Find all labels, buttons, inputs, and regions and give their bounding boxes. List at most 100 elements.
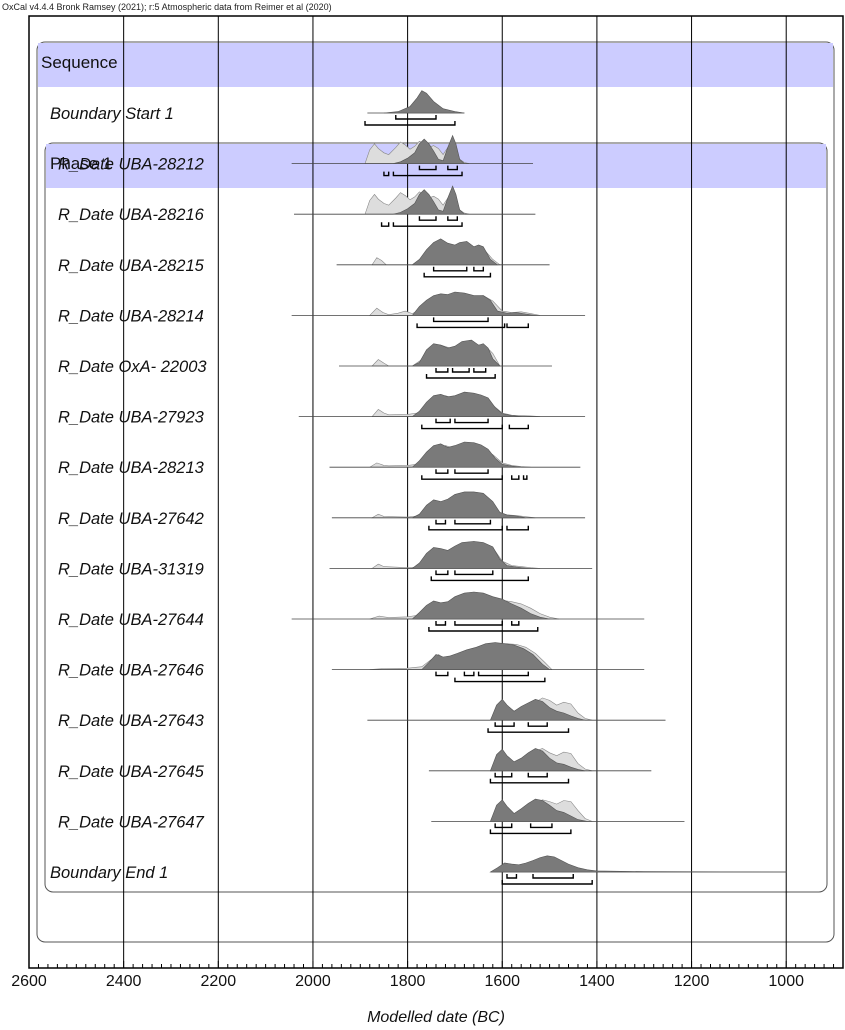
sequence-box	[36, 41, 835, 943]
range-95-bracket	[506, 525, 529, 531]
range-95-bracket	[416, 323, 506, 329]
posterior-distribution	[383, 90, 465, 114]
phase-label: Phase 1	[50, 154, 112, 173]
posterior-distribution	[393, 134, 466, 164]
range-95-bracket	[425, 374, 496, 379]
row-10	[291, 591, 645, 632]
range-68-bracket	[418, 165, 437, 171]
range-68-bracket	[532, 874, 574, 879]
row-label: R_Date OxA- 22003	[58, 358, 207, 376]
posterior-distribution	[411, 291, 536, 316]
range-68-bracket	[395, 115, 437, 120]
row-7	[329, 441, 581, 480]
range-68-bracket	[454, 519, 492, 525]
range-68-bracket	[447, 216, 458, 221]
row-label: R_Date UBA-27643	[58, 712, 205, 730]
x-tick-label: 2000	[295, 973, 331, 990]
row-0	[364, 90, 465, 126]
row-2	[294, 185, 536, 227]
row-label: R_Date UBA-28212	[58, 156, 204, 174]
range-68-bracket	[511, 621, 520, 626]
x-tick-label: 1800	[390, 973, 426, 990]
range-95-bracket	[501, 880, 593, 885]
row-label: R_Date UBA-27647	[58, 813, 205, 831]
range-68-bracket	[477, 671, 529, 677]
phase-box	[44, 142, 828, 893]
posterior-distribution	[489, 698, 586, 721]
range-68-bracket	[451, 368, 470, 373]
range-95-bracket	[522, 475, 528, 480]
row-13	[428, 748, 652, 784]
posterior-distribution	[489, 855, 787, 873]
range-95-bracket	[421, 424, 503, 430]
row-label: R_Date UBA-28216	[58, 206, 205, 224]
posterior-distribution	[411, 541, 529, 569]
posterior-distribution	[489, 798, 588, 822]
range-95-bracket	[392, 222, 463, 227]
range-68-bracket	[435, 570, 449, 576]
range-95-bracket	[511, 475, 520, 480]
range-68-bracket	[494, 823, 513, 829]
range-95-bracket	[421, 475, 503, 480]
row-label: R_Date UBA-28213	[58, 459, 205, 477]
range-68-bracket	[527, 722, 548, 727]
posterior-distribution	[421, 642, 551, 670]
row-8	[331, 491, 586, 531]
range-95-bracket	[392, 171, 463, 177]
range-68-bracket	[418, 216, 437, 221]
range-95-bracket	[430, 576, 529, 582]
header-note: OxCal v4.4.4 Bronk Ramsey (2021); r:5 At…	[2, 2, 332, 12]
row-label: R_Date UBA-27644	[58, 611, 204, 629]
range-95-bracket	[423, 272, 492, 278]
range-68-bracket	[473, 266, 485, 272]
sequence-header-band	[38, 43, 833, 87]
range-95-bracket	[428, 627, 539, 632]
range-68-bracket	[435, 621, 447, 626]
range-95-bracket	[454, 677, 546, 683]
row-15	[489, 855, 787, 885]
row-1	[291, 134, 534, 177]
row-labels: Boundary Start 1 R_Date UBA-28212 R_Date U…	[50, 105, 207, 882]
x-axis: 2600 2400 2200 2000 1800 1600 1400 1200 1000	[11, 961, 844, 990]
x-tick-label: 2400	[106, 973, 142, 990]
row-label: R_Date UBA-27645	[58, 763, 205, 781]
posterior-distribution	[411, 391, 522, 417]
row-label: R_Date UBA-31319	[58, 560, 204, 578]
range-68-bracket	[454, 418, 489, 424]
range-68-bracket	[473, 368, 487, 373]
x-tick-label: 1600	[484, 973, 520, 990]
posterior-distribution	[412, 491, 526, 519]
range-68-bracket	[454, 621, 503, 626]
range-68-bracket	[494, 722, 515, 727]
range-68-bracket	[454, 570, 494, 576]
row-12	[367, 697, 666, 733]
range-95-bracket	[428, 525, 503, 531]
range-68-bracket	[435, 671, 449, 677]
range-95-bracket	[508, 424, 529, 430]
range-68-bracket	[435, 519, 447, 525]
grid-lines	[123, 16, 787, 968]
range-95-bracket	[364, 121, 456, 126]
range-68-bracket	[447, 165, 458, 171]
range-95-bracket	[380, 222, 390, 227]
x-tick-label: 1200	[674, 973, 710, 990]
range-68-bracket	[463, 671, 475, 677]
posterior-distribution	[411, 238, 499, 266]
posterior-distribution	[393, 185, 466, 215]
range-68-bracket	[432, 317, 489, 323]
range-68-bracket	[435, 368, 449, 373]
range-95-bracket	[489, 778, 570, 784]
posterior-distribution	[411, 591, 550, 620]
row-label: Boundary End 1	[50, 864, 168, 882]
row-label: R_Date UBA-28214	[58, 307, 204, 325]
range-95-bracket	[489, 829, 572, 835]
row-label: R_Date UBA-27923	[58, 409, 205, 427]
range-68-bracket	[494, 772, 513, 778]
x-tick-label: 2600	[11, 973, 47, 990]
x-tick-label: 1400	[579, 973, 615, 990]
range-68-bracket	[529, 823, 553, 829]
distribution-rows	[291, 90, 787, 885]
row-5	[338, 339, 552, 379]
row-11	[331, 642, 645, 683]
